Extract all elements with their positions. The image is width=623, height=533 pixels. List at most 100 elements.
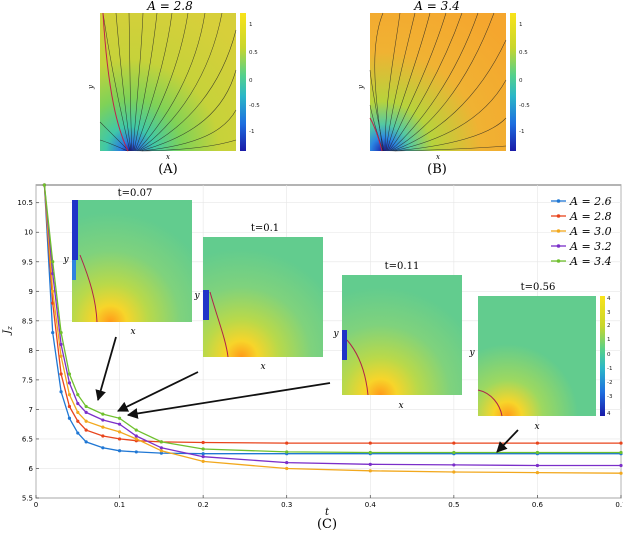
y-ticks: 5.5 6 6.5 7 7.5 8 8.5 9 9.5 10 10.5	[17, 199, 39, 503]
series-point	[84, 428, 88, 432]
legend-label: A = 3.4	[569, 255, 612, 268]
inset-label: t=0.1	[251, 223, 279, 234]
y-tick-label: 7	[29, 406, 33, 414]
legend-marker	[556, 259, 561, 263]
series-3	[42, 183, 623, 475]
series-point	[201, 455, 205, 459]
inset-cbar-tick: 4	[607, 296, 611, 302]
inset-boundary-layer	[72, 260, 76, 280]
series-point	[67, 381, 72, 385]
x-tick-label: 0.4	[365, 501, 377, 509]
series-point	[201, 459, 205, 463]
inset-curve	[209, 291, 229, 358]
panel-b-ylabel: y	[357, 84, 365, 90]
series-point	[51, 260, 55, 264]
series-point	[59, 331, 63, 335]
inset-cbar-tick: 2	[607, 323, 611, 329]
series-line	[43, 184, 622, 474]
y-tick-label: 6.5	[22, 435, 33, 443]
legend-marker	[556, 244, 561, 248]
inset-ylabel: y	[468, 348, 475, 358]
legend-marker	[556, 214, 561, 218]
main-chart: 0 0.1 0.2 0.3 0.4 0.5 0.6 0.7 5.5 6 6.5 7 7.5 8 8.5 9 9…	[2, 183, 623, 532]
panel-b-streamlines	[369, 12, 507, 152]
inset-ylabel: y	[332, 329, 339, 339]
x-tick-label: 0.2	[198, 501, 209, 509]
series-point	[285, 441, 289, 445]
series-point	[619, 471, 623, 475]
panel-b-heatmap	[370, 13, 506, 151]
series-point	[159, 440, 163, 444]
series-point	[67, 372, 72, 376]
series-point	[201, 452, 205, 456]
panel-b: A = 3.4 1 0.5 0 -0.5 -1 x y	[357, 0, 530, 177]
inset-ylabel: y	[193, 291, 200, 301]
inset-ylabel: y	[62, 255, 69, 265]
series-point	[285, 466, 289, 471]
annotation-arrows	[95, 336, 519, 453]
series-point	[201, 440, 205, 445]
panel-a-cbar-tick: 0.5	[249, 50, 258, 56]
panel-c-caption: (C)	[317, 517, 337, 532]
legend-marker	[556, 229, 561, 233]
legend-label: A = 3.2	[569, 240, 612, 253]
y-tick-label: 5.5	[22, 495, 33, 503]
series-point	[84, 404, 88, 409]
panel-b-colorbar	[510, 13, 516, 151]
series-point	[67, 416, 72, 420]
panel-b-cbar-tick: 0.5	[519, 50, 528, 56]
inset-t007: t=0.07 x y	[62, 188, 192, 337]
inset-curve	[477, 389, 503, 417]
series-point	[117, 449, 122, 453]
x-tick-label: 0.3	[281, 501, 292, 509]
series-point	[117, 422, 122, 426]
panel-b-cbar-tick: -0.5	[519, 103, 530, 109]
y-tick-label: 8	[29, 347, 33, 355]
legend: A = 2.6 A = 2.8 A = 3.0 A = 3.2 A = 3.4	[551, 195, 612, 268]
series-point	[59, 390, 63, 394]
series-point	[134, 428, 138, 432]
x-axis-label: t	[325, 507, 330, 518]
panel-b-cbar-tick: -1	[519, 129, 524, 135]
y-axis-label: Jz	[2, 326, 14, 336]
series-point	[84, 410, 88, 414]
series-point	[535, 450, 540, 455]
series-point	[368, 441, 372, 445]
panel-a-boundary-curve	[102, 12, 129, 152]
arrow	[117, 371, 199, 412]
x-tick-label: 0.5	[448, 501, 459, 509]
series-point	[452, 463, 456, 467]
series-point	[452, 441, 456, 445]
series-point	[67, 393, 72, 397]
inset-xlabel: x	[260, 362, 265, 372]
inset-t01: t=0.1 x y	[193, 223, 323, 372]
arrow	[496, 429, 519, 453]
inset-cbar-tick: -1	[607, 366, 612, 372]
series-point	[76, 401, 80, 406]
x-tick-label: 0.7	[615, 501, 623, 509]
series-point	[84, 419, 88, 423]
series-point	[42, 183, 46, 187]
inset-curve	[79, 254, 98, 323]
series-point	[117, 416, 122, 420]
series-point	[101, 418, 105, 422]
series-point	[59, 372, 63, 376]
inset-cbar-tick: 1	[607, 337, 611, 343]
y-tick-label: 9	[29, 288, 33, 296]
series-point	[76, 393, 80, 397]
series-line	[43, 184, 621, 444]
panel-a-cbar-tick: -1	[249, 129, 254, 135]
legend-label: A = 3.0	[569, 225, 612, 238]
y-tick-label: 9.5	[22, 258, 33, 266]
panel-b-cbar-tick: 0	[519, 78, 523, 84]
series-point	[101, 446, 105, 450]
arrow	[95, 336, 117, 402]
inset-cbar-tick: 4	[607, 411, 611, 417]
series-point	[101, 412, 105, 416]
series-point	[117, 437, 122, 441]
y-tick-label: 10	[24, 229, 33, 237]
inset-cbar-tick: 3	[607, 310, 611, 316]
panel-a-cbar-tick: 1	[249, 22, 253, 28]
x-tick-label: 0.6	[532, 501, 544, 509]
